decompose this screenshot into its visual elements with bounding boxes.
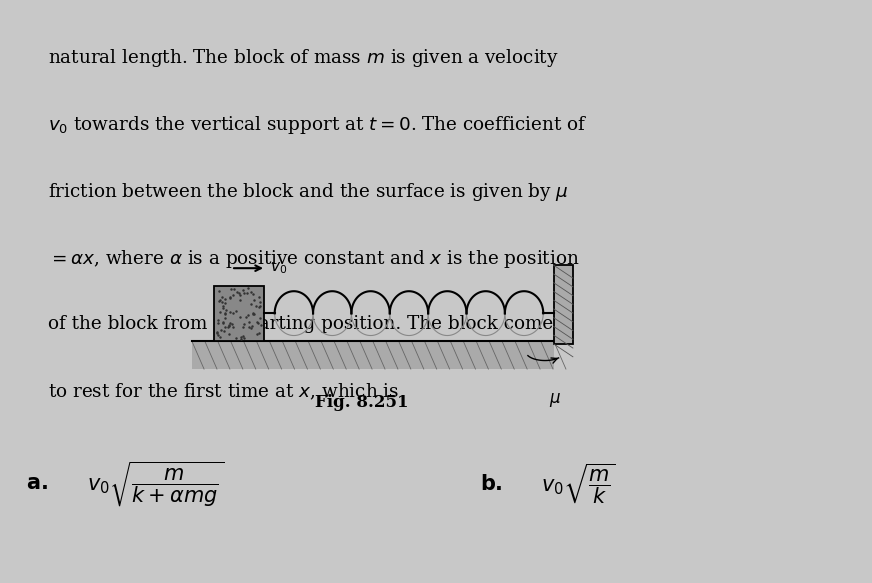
Point	[214, 308, 228, 317]
Point	[241, 289, 255, 298]
Point	[234, 334, 248, 343]
Point	[228, 333, 242, 343]
Point	[223, 292, 237, 301]
Point	[244, 323, 258, 332]
Point	[236, 331, 250, 340]
Text: to rest for the first time at $x$, which is: to rest for the first time at $x$, which…	[48, 382, 399, 402]
Point	[217, 326, 231, 336]
Point	[244, 287, 258, 297]
Text: natural length. The block of mass $m$ is given a velocity: natural length. The block of mass $m$ is…	[48, 47, 559, 69]
Point	[211, 316, 225, 325]
Point	[254, 320, 268, 329]
Point	[221, 323, 235, 332]
Point	[221, 322, 235, 331]
Point	[239, 312, 253, 322]
Point	[215, 297, 228, 306]
Point	[246, 308, 260, 318]
Text: $\mathbf{a.}$: $\mathbf{a.}$	[26, 475, 48, 493]
Point	[237, 333, 251, 342]
Point	[236, 289, 250, 298]
Point	[218, 308, 232, 318]
Point	[242, 318, 256, 327]
Point	[242, 310, 255, 319]
Point	[233, 312, 247, 322]
Point	[251, 318, 265, 327]
Point	[216, 318, 230, 328]
Point	[250, 317, 264, 326]
Point	[237, 319, 251, 329]
Point	[253, 302, 267, 311]
Point	[242, 283, 255, 293]
Point	[236, 286, 250, 295]
Point	[226, 322, 240, 332]
Point	[218, 322, 232, 332]
Point	[227, 285, 241, 294]
Point	[223, 293, 237, 302]
Point	[226, 308, 240, 318]
Point	[218, 298, 232, 307]
Point	[234, 333, 248, 342]
Point	[246, 309, 260, 318]
Point	[247, 309, 261, 318]
Point	[209, 327, 223, 336]
Point	[226, 290, 240, 299]
Bar	[554, 265, 573, 344]
Point	[252, 328, 266, 338]
Bar	[214, 286, 264, 341]
Point	[215, 303, 229, 312]
Point	[244, 300, 258, 309]
Point	[249, 301, 262, 311]
Point	[236, 323, 250, 332]
Point	[214, 325, 228, 334]
Point	[232, 288, 246, 297]
Text: $\mu$: $\mu$	[549, 391, 562, 409]
Point	[210, 328, 224, 338]
Point	[229, 307, 243, 316]
Point	[246, 289, 260, 298]
Point	[223, 307, 237, 317]
Point	[218, 309, 232, 318]
Point	[222, 318, 236, 328]
Text: Fig. 8.251: Fig. 8.251	[315, 394, 409, 411]
Text: $v_0\sqrt{\dfrac{m}{k+\alpha mg}}$: $v_0\sqrt{\dfrac{m}{k+\alpha mg}}$	[87, 459, 224, 508]
Bar	[192, 341, 554, 369]
Point	[211, 331, 225, 340]
Point	[215, 293, 228, 302]
Point	[215, 301, 229, 311]
Point	[222, 320, 236, 329]
Point	[216, 318, 230, 327]
Text: $= \alpha x$, where $\alpha$ is a positive constant and $x$ is the position: $= \alpha x$, where $\alpha$ is a positi…	[48, 248, 580, 270]
Point	[250, 329, 264, 338]
Point	[242, 322, 256, 331]
Point	[252, 293, 266, 302]
Point	[245, 322, 259, 331]
Point	[219, 305, 233, 315]
Text: friction between the block and the surface is given by $\mu$: friction between the block and the surfa…	[48, 181, 569, 203]
Text: $v_0\sqrt{\dfrac{m}{k}}$: $v_0\sqrt{\dfrac{m}{k}}$	[541, 462, 616, 506]
Point	[233, 296, 247, 305]
Point	[233, 290, 247, 299]
Point	[224, 285, 238, 294]
Point	[218, 313, 232, 322]
Point	[222, 329, 236, 338]
Text: $v_0$: $v_0$	[270, 261, 288, 276]
Point	[253, 313, 267, 322]
Point	[253, 298, 267, 307]
Point	[247, 295, 261, 304]
Text: $\mathbf{b.}$: $\mathbf{b.}$	[480, 474, 502, 494]
Point	[217, 294, 231, 304]
Point	[230, 287, 244, 297]
Point	[212, 286, 226, 296]
Point	[211, 318, 225, 328]
Text: $v_0$ towards the vertical support at $t = 0$. The coefficient of: $v_0$ towards the vertical support at $t…	[48, 114, 587, 136]
Point	[212, 297, 226, 306]
Text: of the block from its starting position. The block comes: of the block from its starting position.…	[48, 315, 562, 333]
Point	[213, 332, 227, 341]
Point	[213, 295, 227, 304]
Point	[226, 319, 240, 328]
Point	[252, 303, 266, 312]
